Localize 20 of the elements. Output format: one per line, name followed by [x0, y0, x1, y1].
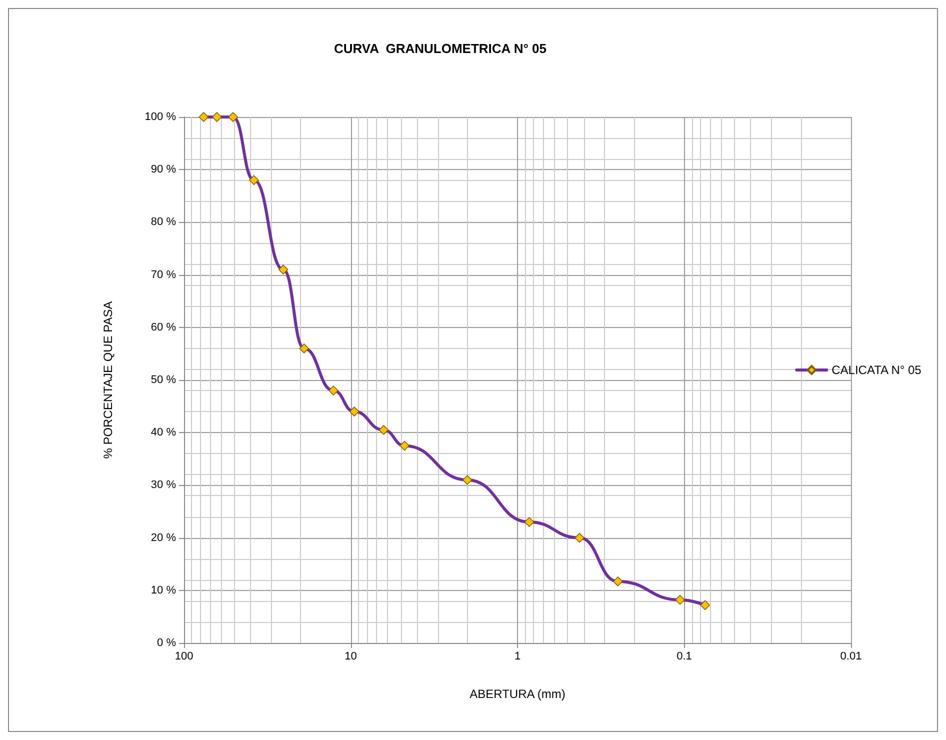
legend-label: CALICATA N° 05 [832, 363, 922, 377]
y-tick-label: 10 % [150, 584, 176, 596]
y-tick-label: 40 % [150, 426, 176, 439]
x-axis-title: ABERTURA (mm) [470, 687, 566, 701]
y-tick-label: 20 % [150, 532, 176, 544]
x-tick-label: 0.01 [840, 650, 862, 662]
x-tick-label: 1 [514, 650, 521, 662]
x-tick-label: 0.1 [676, 650, 692, 662]
y-tick-label: 0 % [157, 637, 176, 649]
y-tick-label: 80 % [150, 216, 176, 228]
y-tick-label: 30 % [150, 479, 176, 492]
y-tick-label: 100 % [144, 111, 176, 123]
y-axis-title: % PORCENTAJE QUE PASA [101, 301, 115, 459]
y-tick-label: 50 % [150, 374, 176, 386]
y-tick-label: 90 % [150, 164, 176, 176]
x-tick-label: 100 [174, 650, 194, 662]
x-tick-label: 10 [344, 650, 357, 662]
chart-title: CURVA GRANULOMETRICA N° 05 [334, 41, 546, 56]
y-tick-label: 60 % [150, 321, 176, 334]
y-tick-label: 70 % [150, 268, 176, 281]
